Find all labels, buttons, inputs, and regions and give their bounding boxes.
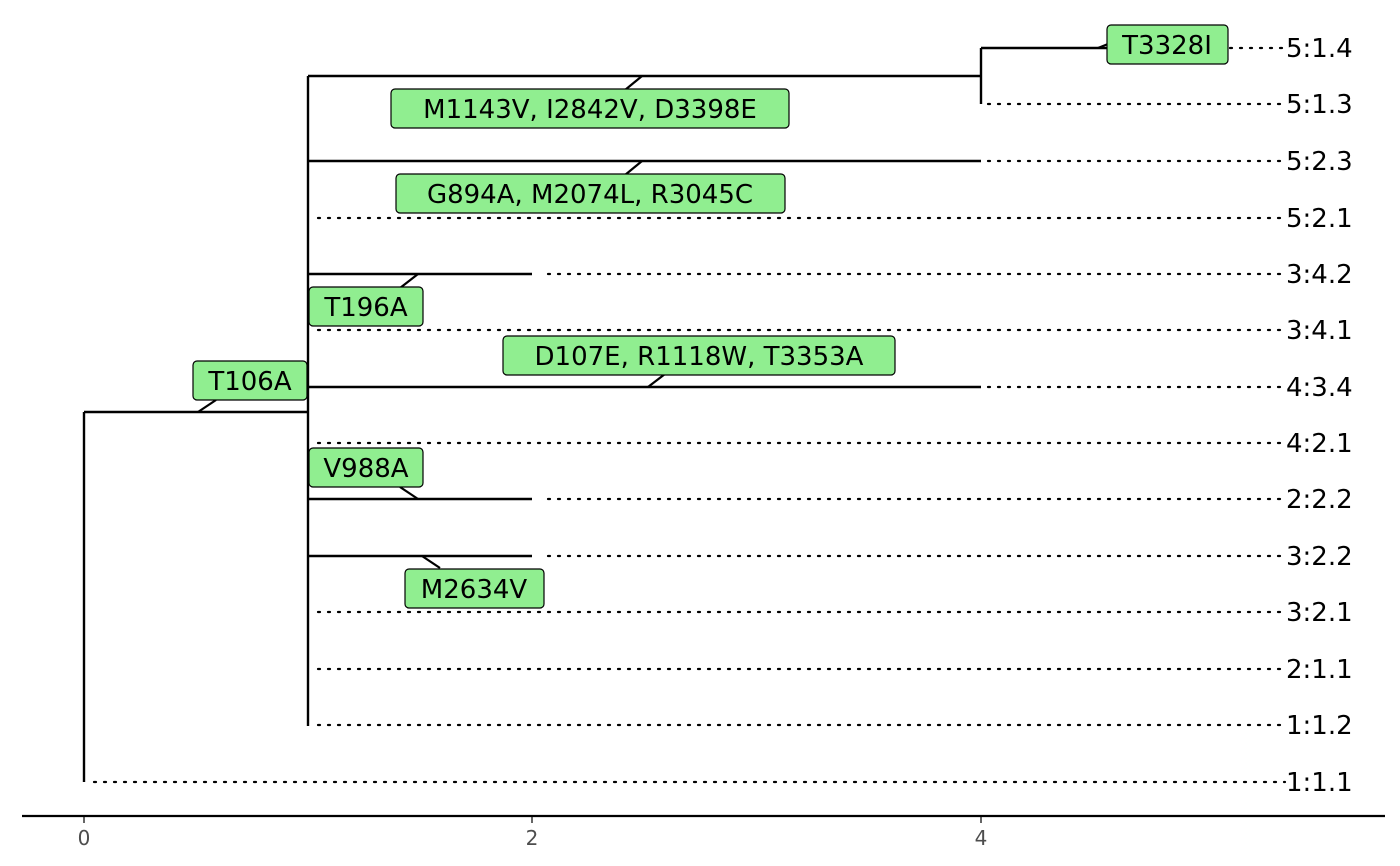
- mutation-label: T3328I: [1107, 25, 1228, 64]
- tip-label: 3:2.1: [1286, 598, 1353, 628]
- mutation-label: D107E, R1118W, T3353A: [503, 336, 895, 375]
- tip-label: 5:2.3: [1286, 147, 1353, 177]
- connector-g894a: [625, 161, 642, 175]
- tip-label: 1:1.1: [1286, 768, 1353, 798]
- connector-v988a: [400, 487, 418, 499]
- connector-d107e: [648, 374, 665, 387]
- mutation-label: T106A: [193, 361, 307, 400]
- mutation-label: M2634V: [405, 569, 544, 608]
- tip-labels: 5:1.4 5:1.3 5:2.3 5:2.1 3:4.2 3:4.1 4:3.…: [1286, 34, 1353, 798]
- connector-t196a: [400, 274, 418, 288]
- x-axis: 0 2 4: [22, 816, 1385, 850]
- tip-label: 4:3.4: [1286, 373, 1353, 403]
- tip-leaders: [94, 48, 1285, 782]
- x-axis-tick-label: 4: [975, 826, 988, 850]
- tip-label: 3:2.2: [1286, 542, 1353, 572]
- mutation-label-text: G894A, M2074L, R3045C: [427, 180, 753, 210]
- mutation-labels: T3328I M1143V, I2842V, D3398E G894A, M20…: [193, 25, 1228, 608]
- tip-label: 2:2.2: [1286, 485, 1353, 515]
- mutation-label-text: T3328I: [1121, 31, 1212, 61]
- tip-label: 3:4.2: [1286, 260, 1353, 290]
- branches: [84, 48, 1115, 782]
- tip-label: 3:4.1: [1286, 316, 1353, 346]
- mutation-label-text: T196A: [323, 293, 408, 323]
- mutation-label-text: V988A: [323, 454, 408, 484]
- mutation-label: V988A: [309, 448, 423, 487]
- mutation-label-text: M1143V, I2842V, D3398E: [423, 95, 757, 125]
- connector-t106a: [198, 400, 216, 412]
- tip-label: 1:1.2: [1286, 711, 1353, 741]
- mutation-label-text: D107E, R1118W, T3353A: [535, 342, 864, 372]
- tip-label: 5:1.3: [1286, 90, 1353, 120]
- mutation-label: M1143V, I2842V, D3398E: [391, 89, 789, 128]
- tip-label: 5:1.4: [1286, 34, 1353, 64]
- connector-m1143v: [625, 76, 642, 90]
- connector-m2634v: [422, 556, 440, 568]
- mutation-label-text: T106A: [207, 367, 292, 397]
- tip-label: 4:2.1: [1286, 429, 1353, 459]
- tip-label: 5:2.1: [1286, 204, 1353, 234]
- mutation-label: G894A, M2074L, R3045C: [396, 174, 785, 213]
- x-axis-tick-label: 0: [78, 826, 91, 850]
- mutation-label: T196A: [309, 287, 423, 326]
- tip-label: 2:1.1: [1286, 655, 1353, 685]
- x-axis-tick-label: 2: [526, 826, 539, 850]
- mutation-label-text: M2634V: [421, 575, 528, 605]
